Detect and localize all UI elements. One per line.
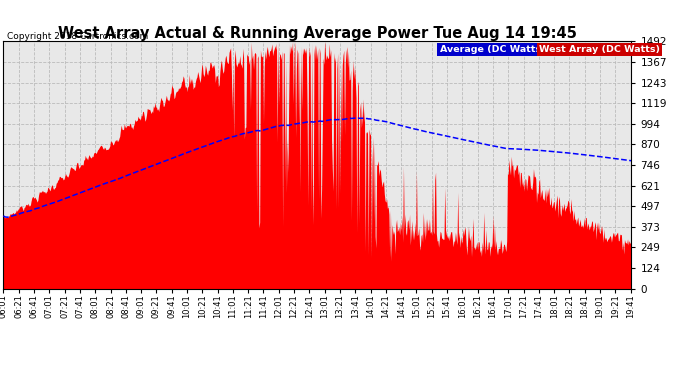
Text: Average (DC Watts): Average (DC Watts) [440, 45, 546, 54]
Text: West Array (DC Watts): West Array (DC Watts) [539, 45, 660, 54]
Title: West Array Actual & Running Average Power Tue Aug 14 19:45: West Array Actual & Running Average Powe… [58, 26, 577, 41]
Text: Copyright 2018 Cartronics.com: Copyright 2018 Cartronics.com [7, 32, 148, 41]
